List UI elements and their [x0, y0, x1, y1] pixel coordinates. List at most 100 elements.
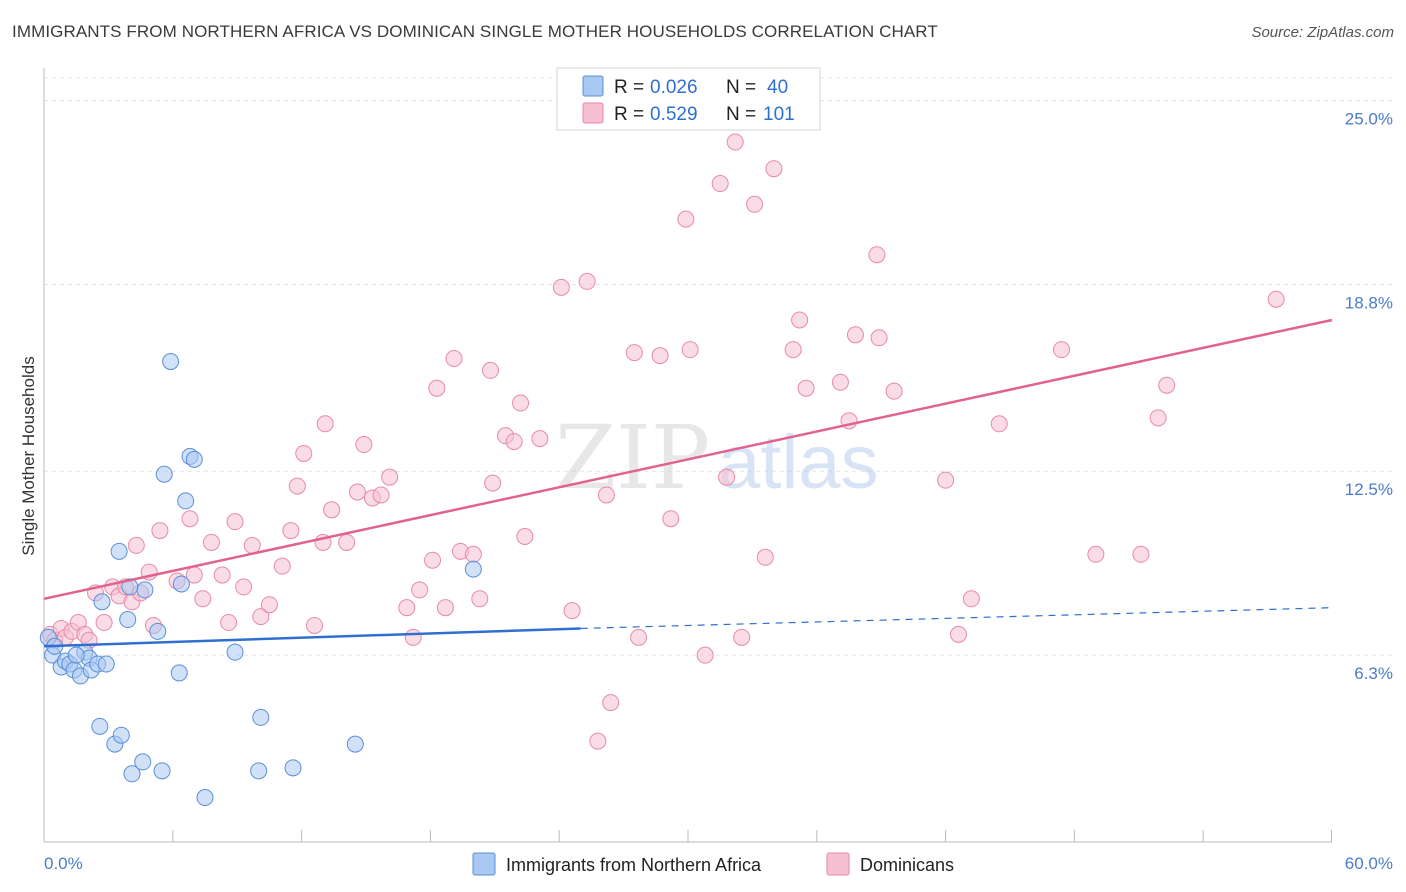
gridlines [44, 77, 1393, 656]
dominicans-point [1158, 376, 1176, 394]
dominicans-point [355, 436, 373, 454]
dominicans-point [885, 382, 903, 400]
dominicans-point [213, 566, 231, 584]
dominicans-point [226, 513, 244, 531]
dominicans-trend-line [43, 318, 1333, 601]
northern-africa-trend-extension [580, 607, 1333, 630]
y-tick-label: 12.5% [1345, 480, 1393, 499]
legend-swatch-blue [582, 75, 604, 97]
y-axis-tick-labels: 6.3% 12.5% 18.8% 25.0% [1345, 109, 1393, 683]
dominicans-point [962, 590, 980, 608]
northern-africa-point [153, 762, 171, 780]
dominicans-point [662, 510, 680, 528]
northern-africa-point [93, 593, 111, 611]
northern-africa-point [177, 492, 195, 510]
x-tick-label-min: 0.0% [44, 854, 83, 873]
dominicans-point [1149, 409, 1167, 427]
dominicans-point [949, 625, 967, 643]
dominicans-point [733, 628, 751, 646]
dominicans-point [531, 430, 549, 448]
dominicans-point [288, 477, 306, 495]
northern-africa-point [185, 450, 203, 468]
dominicans-point [372, 486, 390, 504]
dominicans-point [868, 246, 886, 264]
trend-lines [43, 318, 1333, 648]
dominicans-point [1053, 341, 1071, 359]
bottom-legend-swatch-blue [472, 852, 496, 876]
dominicans-point [424, 551, 442, 569]
northern-africa-point [464, 560, 482, 578]
dominicans-point [436, 599, 454, 617]
dominicans-point [990, 415, 1008, 433]
northern-africa-point [136, 581, 154, 599]
dominicans-point [797, 379, 815, 397]
northern-africa-trend-line [43, 627, 581, 648]
northern-africa-point [149, 622, 167, 640]
dominicans-point [784, 341, 802, 359]
dominicans-point [870, 329, 888, 347]
dominicans-point [295, 444, 313, 462]
dominicans-point [791, 311, 809, 329]
dominicans-point [846, 326, 864, 344]
dominicans-point [681, 341, 699, 359]
dominicans-point [552, 278, 570, 296]
dominicans-point [127, 536, 145, 554]
northern-africa-point [172, 575, 190, 593]
dominicans-point [464, 545, 482, 563]
dominicans-point [316, 415, 334, 433]
dominicans-point [260, 596, 278, 614]
dominicans-point [404, 628, 422, 646]
dominicans-point [711, 175, 729, 193]
y-axis-label: Single Mother Households [19, 356, 38, 555]
dominicans-point [630, 628, 648, 646]
bottom-legend-label-blue: Immigrants from Northern Africa [506, 855, 762, 875]
legend-swatch-pink [582, 102, 604, 124]
dominicans-point [323, 501, 341, 519]
dominicans-point [937, 471, 955, 489]
dominicans-point [252, 608, 270, 626]
y-tick-label: 6.3% [1354, 664, 1393, 683]
dominicans-points [41, 133, 1285, 750]
dominicans-point [563, 602, 581, 620]
bottom-legend: Immigrants from Northern Africa Dominica… [472, 852, 954, 876]
dominicans-point [597, 486, 615, 504]
x-axis-ticks [43, 830, 1332, 842]
northern-africa-point [97, 655, 115, 673]
dominicans-point [305, 616, 323, 634]
northern-africa-point [162, 353, 180, 371]
y-tick-label: 18.8% [1345, 293, 1393, 312]
dominicans-point [482, 361, 500, 379]
dominicans-point [831, 373, 849, 391]
dominicans-point [651, 347, 669, 365]
legend-n-label-blue: N = [726, 77, 756, 98]
dominicans-point [282, 522, 300, 540]
dominicans-point [273, 557, 291, 575]
watermark-atlas: atlas [718, 420, 879, 505]
northern-africa-point [170, 664, 188, 682]
dominicans-point [516, 527, 534, 545]
northern-africa-point [134, 753, 152, 771]
y-tick-label: 25.0% [1345, 109, 1393, 128]
dominicans-point [428, 379, 446, 397]
dominicans-point [202, 533, 220, 551]
northern-africa-point [112, 726, 130, 744]
dominicans-point [602, 694, 620, 712]
dominicans-point [589, 732, 607, 750]
northern-africa-point [284, 759, 302, 777]
dominicans-point [726, 133, 744, 151]
northern-africa-point [346, 735, 364, 753]
dominicans-point [1267, 290, 1285, 308]
x-tick-label-max: 60.0% [1345, 854, 1393, 873]
dominicans-point [505, 433, 523, 451]
bottom-legend-label-pink: Dominicans [860, 855, 954, 875]
legend-r-label-pink: R = [614, 104, 644, 125]
dominicans-point [625, 344, 643, 362]
dominicans-point [194, 590, 212, 608]
source-credit: Source: ZipAtlas.com [1251, 24, 1394, 41]
legend-n-value-blue: 40 [767, 77, 788, 98]
dominicans-point [151, 522, 169, 540]
dominicans-point [578, 272, 596, 290]
dominicans-point [95, 614, 113, 632]
dominicans-point [677, 210, 695, 228]
northern-africa-point [67, 646, 85, 664]
